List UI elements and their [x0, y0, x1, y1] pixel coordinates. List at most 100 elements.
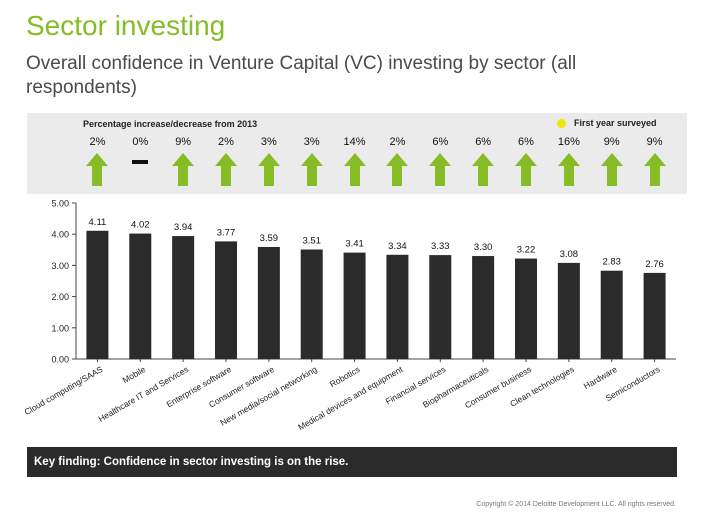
bar: [215, 241, 237, 359]
page-subtitle: Overall confidence in Venture Capital (V…: [26, 53, 577, 98]
bar-value-label: 4.02: [131, 220, 150, 231]
change-value: 2%: [218, 136, 234, 148]
bar: [557, 262, 580, 359]
bar: [643, 272, 666, 359]
up-arrow-shape: [600, 153, 623, 186]
up-arrow-icon: [172, 153, 195, 186]
change-indicator: 6%: [506, 135, 546, 186]
copyright-notice: Copyright © 2014 Deloitte Development LL…: [476, 501, 676, 508]
bar-value-label: 3.51: [302, 235, 321, 246]
y-tick-label: 3.00: [51, 261, 69, 271]
bar-value-label: 3.59: [260, 233, 279, 244]
up-arrow-shape: [300, 153, 323, 186]
up-arrow-icon: [515, 153, 537, 186]
up-arrow-icon: [86, 153, 109, 186]
up-arrow-icon: [429, 153, 452, 186]
bar: [600, 270, 623, 359]
key-finding-banner: Key finding: Confidence in sector invest…: [27, 447, 677, 477]
bar-chart: 0.00 1.00 2.00 3.00 4.00 5.00 4.11 Cloud comput…: [23, 199, 676, 432]
change-indicator: 6%: [463, 135, 503, 186]
change-indicator: 14%: [335, 135, 375, 186]
up-arrow-icon: [386, 153, 409, 186]
up-arrow-shape: [557, 153, 580, 186]
change-panel-label: Percentage increase/decrease from 2013: [83, 119, 258, 129]
change-indicator: 2%: [77, 135, 117, 186]
bar: [172, 236, 195, 359]
change-indicator: 3%: [292, 135, 332, 186]
change-indicator: 9%: [163, 135, 203, 186]
bar-value-label: 3.33: [431, 241, 450, 252]
no-change-dash-icon: [132, 160, 149, 164]
change-indicator: 0%: [120, 135, 160, 164]
bar-value-label: 3.22: [517, 245, 536, 256]
up-arrow-icon: [343, 153, 366, 186]
up-arrow-shape: [386, 153, 409, 186]
up-arrow-shape: [215, 153, 237, 186]
change-indicator: 6%: [420, 135, 460, 186]
bar: [472, 256, 495, 359]
change-panel: Percentage increase/decrease from 2013 F…: [27, 113, 687, 194]
up-arrow-shape: [429, 153, 452, 186]
bar-value-label: 3.30: [474, 242, 493, 253]
up-arrow-icon: [643, 153, 666, 186]
change-value: 2%: [389, 136, 406, 148]
category-label: Cloud computing/SAAS: [23, 364, 105, 417]
up-arrow-shape: [515, 153, 537, 186]
change-value: 9%: [175, 136, 192, 148]
category-label: Robotics: [328, 364, 362, 389]
up-arrow-icon: [215, 153, 237, 186]
bar: [429, 255, 452, 359]
change-indicator: 2%: [377, 135, 417, 186]
first-year-legend-label: First year surveyed: [574, 118, 657, 128]
up-arrow-shape: [472, 153, 495, 186]
up-arrow-shape: [86, 153, 109, 186]
change-indicator: 2%: [206, 135, 246, 186]
bar-value-label: 3.41: [345, 239, 364, 250]
up-arrow-icon: [257, 153, 280, 186]
change-indicator: 16%: [549, 135, 589, 186]
bar: [343, 252, 366, 359]
bar-value-label: 3.34: [388, 241, 407, 252]
bar-value-label: 4.11: [89, 217, 107, 228]
change-indicator: 9%: [635, 135, 675, 186]
y-tick-label: 2.00: [51, 292, 69, 302]
bar: [129, 233, 152, 359]
page-title: Sector investing: [26, 10, 226, 41]
first-year-legend: First year surveyed: [557, 118, 657, 128]
up-arrow-shape: [343, 153, 366, 186]
change-value: 6%: [432, 136, 449, 148]
up-arrow-shape: [257, 153, 280, 186]
bar: [386, 254, 409, 359]
up-arrow-shape: [643, 153, 666, 186]
bar: [300, 249, 323, 359]
up-arrow-icon: [472, 153, 495, 186]
bar: [515, 258, 537, 359]
y-tick-label: 4.00: [51, 230, 69, 240]
change-value: 6%: [475, 136, 492, 148]
up-arrow-icon: [300, 153, 323, 186]
category-label: Hardware: [582, 364, 619, 391]
up-arrow-shape: [172, 153, 195, 186]
change-indicator: 3%: [249, 135, 289, 186]
change-value: 2%: [89, 136, 106, 148]
bar-value-label: 2.83: [602, 257, 621, 268]
up-arrow-icon: [557, 153, 580, 186]
y-tick-label: 1.00: [51, 323, 69, 333]
y-tick-label: 0.00: [51, 355, 69, 365]
bar-value-label: 3.77: [217, 227, 236, 238]
bar-value-label: 3.94: [174, 222, 193, 233]
change-value: 3%: [303, 136, 320, 148]
change-value: 6%: [518, 136, 534, 148]
change-value: 9%: [603, 136, 620, 148]
bar: [86, 230, 109, 359]
change-value: 16%: [557, 136, 580, 148]
change-value: 0%: [132, 136, 149, 148]
y-tick-label: 5.00: [51, 199, 69, 209]
change-value: 3%: [260, 136, 277, 148]
bar-value-label: 3.08: [560, 249, 579, 260]
change-indicator: 9%: [592, 135, 632, 186]
up-arrow-icon: [600, 153, 623, 186]
category-label: Mobile: [121, 364, 148, 385]
bar-value-label: 2.76: [645, 259, 664, 270]
first-year-dot-icon: [557, 118, 566, 128]
